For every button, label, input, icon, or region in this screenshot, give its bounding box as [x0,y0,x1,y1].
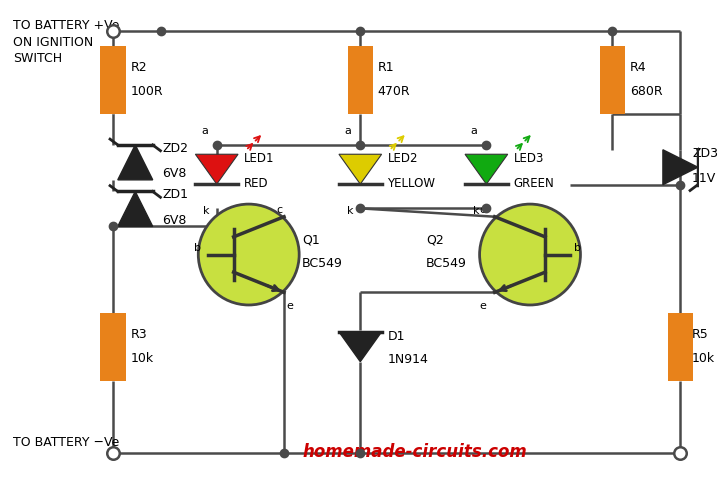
Polygon shape [196,155,238,185]
Text: LED2: LED2 [388,152,418,165]
Text: R4: R4 [630,61,646,74]
Text: LED3: LED3 [513,152,544,165]
Text: ZD3: ZD3 [692,146,718,159]
Text: a: a [201,126,208,136]
Text: R2: R2 [130,61,147,74]
Text: TO BATTERY −Ve: TO BATTERY −Ve [13,435,119,448]
Text: a: a [344,126,352,136]
FancyBboxPatch shape [348,47,373,115]
Text: 11V: 11V [692,171,716,184]
Text: Q1: Q1 [302,233,320,246]
Text: homemade-circuits.com: homemade-circuits.com [302,443,527,460]
Text: 1N914: 1N914 [388,352,429,365]
Text: k: k [473,205,480,216]
Text: SWITCH: SWITCH [13,52,62,65]
Text: ZD2: ZD2 [162,142,188,155]
Text: YELLOW: YELLOW [388,176,436,189]
Text: TO BATTERY +Ve: TO BATTERY +Ve [13,19,119,32]
Text: R5: R5 [692,327,709,340]
Text: k: k [203,205,210,216]
Polygon shape [339,332,382,362]
Text: Q2: Q2 [426,233,444,246]
Circle shape [198,204,299,305]
Text: 10k: 10k [692,351,715,364]
Text: BC549: BC549 [426,257,467,270]
Text: ZD1: ZD1 [162,188,188,201]
Text: 680R: 680R [630,85,662,98]
Text: R3: R3 [130,327,147,340]
Text: BC549: BC549 [302,257,343,270]
Polygon shape [118,192,152,227]
Text: 10k: 10k [130,351,154,364]
Text: ON IGNITION: ON IGNITION [13,36,93,48]
Text: D1: D1 [388,329,405,342]
Polygon shape [118,145,152,180]
Text: 6V8: 6V8 [162,213,187,226]
Text: e: e [479,300,486,310]
Text: e: e [286,300,293,310]
Polygon shape [465,155,508,185]
Text: c: c [276,204,283,215]
Polygon shape [339,155,382,185]
Circle shape [480,204,580,305]
FancyBboxPatch shape [101,313,126,381]
FancyBboxPatch shape [101,47,126,115]
Text: RED: RED [244,176,268,189]
FancyBboxPatch shape [600,47,625,115]
Text: R1: R1 [377,61,394,74]
FancyBboxPatch shape [668,313,693,381]
Text: 470R: 470R [377,85,411,98]
Text: b: b [574,242,581,252]
Text: b: b [194,242,201,252]
Text: GREEN: GREEN [513,176,554,189]
Text: LED1: LED1 [244,152,275,165]
Text: k: k [347,205,353,216]
Text: a: a [471,126,477,136]
Text: 6V8: 6V8 [162,167,187,180]
Polygon shape [663,150,698,185]
Text: 100R: 100R [130,85,163,98]
Text: c: c [479,204,485,215]
